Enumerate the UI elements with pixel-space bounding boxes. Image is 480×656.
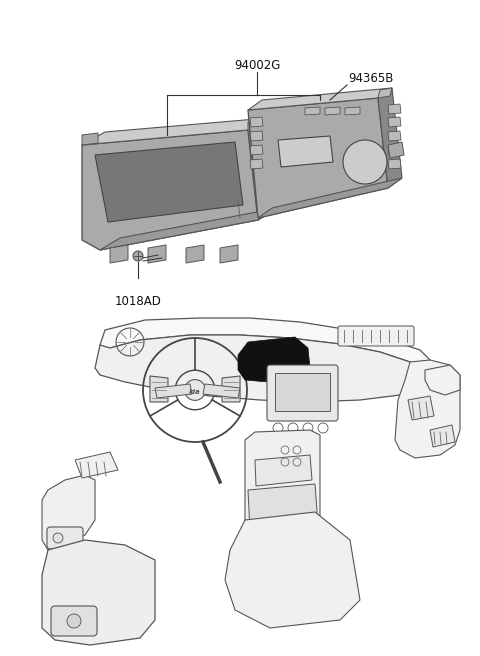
Circle shape (343, 140, 387, 184)
Polygon shape (155, 384, 192, 398)
Polygon shape (255, 455, 312, 486)
Polygon shape (408, 396, 434, 420)
Polygon shape (325, 107, 340, 115)
Polygon shape (148, 245, 166, 263)
Polygon shape (378, 88, 402, 188)
Polygon shape (378, 88, 392, 98)
Polygon shape (388, 104, 401, 114)
Polygon shape (388, 142, 404, 158)
Polygon shape (110, 245, 128, 263)
Polygon shape (345, 107, 360, 115)
Circle shape (133, 251, 143, 261)
Polygon shape (245, 430, 320, 530)
Polygon shape (42, 540, 155, 645)
Polygon shape (75, 452, 118, 478)
FancyBboxPatch shape (267, 365, 338, 421)
Polygon shape (95, 335, 430, 402)
Polygon shape (220, 245, 238, 263)
Text: 94002G: 94002G (234, 59, 280, 72)
Polygon shape (238, 337, 310, 382)
Polygon shape (388, 145, 401, 155)
Polygon shape (222, 376, 240, 402)
Polygon shape (278, 136, 333, 167)
FancyBboxPatch shape (338, 326, 414, 346)
Polygon shape (430, 425, 455, 447)
Text: 94365B: 94365B (348, 72, 394, 85)
Polygon shape (388, 131, 401, 141)
Polygon shape (248, 98, 388, 218)
Polygon shape (248, 484, 318, 532)
Polygon shape (248, 88, 392, 110)
Text: kia: kia (189, 389, 201, 395)
Polygon shape (186, 245, 204, 263)
Polygon shape (250, 145, 263, 155)
Polygon shape (82, 130, 258, 250)
Polygon shape (388, 159, 401, 169)
Polygon shape (425, 365, 460, 395)
Circle shape (67, 614, 81, 628)
Bar (275, 373, 330, 411)
Polygon shape (250, 117, 263, 127)
Circle shape (53, 533, 63, 543)
Polygon shape (95, 142, 243, 222)
Polygon shape (100, 208, 278, 250)
Polygon shape (388, 117, 401, 127)
Polygon shape (150, 376, 168, 402)
Polygon shape (42, 475, 95, 550)
FancyBboxPatch shape (51, 606, 97, 636)
Polygon shape (250, 159, 263, 169)
Polygon shape (225, 512, 360, 628)
Polygon shape (305, 107, 320, 115)
Polygon shape (82, 133, 98, 145)
Polygon shape (250, 131, 263, 141)
Polygon shape (82, 118, 268, 145)
Polygon shape (248, 118, 278, 220)
Polygon shape (100, 318, 430, 370)
Polygon shape (258, 178, 402, 218)
Polygon shape (395, 360, 460, 458)
Circle shape (185, 380, 205, 400)
Polygon shape (248, 120, 265, 130)
Text: 1018AD: 1018AD (115, 295, 162, 308)
FancyBboxPatch shape (47, 527, 83, 549)
Polygon shape (203, 384, 240, 398)
